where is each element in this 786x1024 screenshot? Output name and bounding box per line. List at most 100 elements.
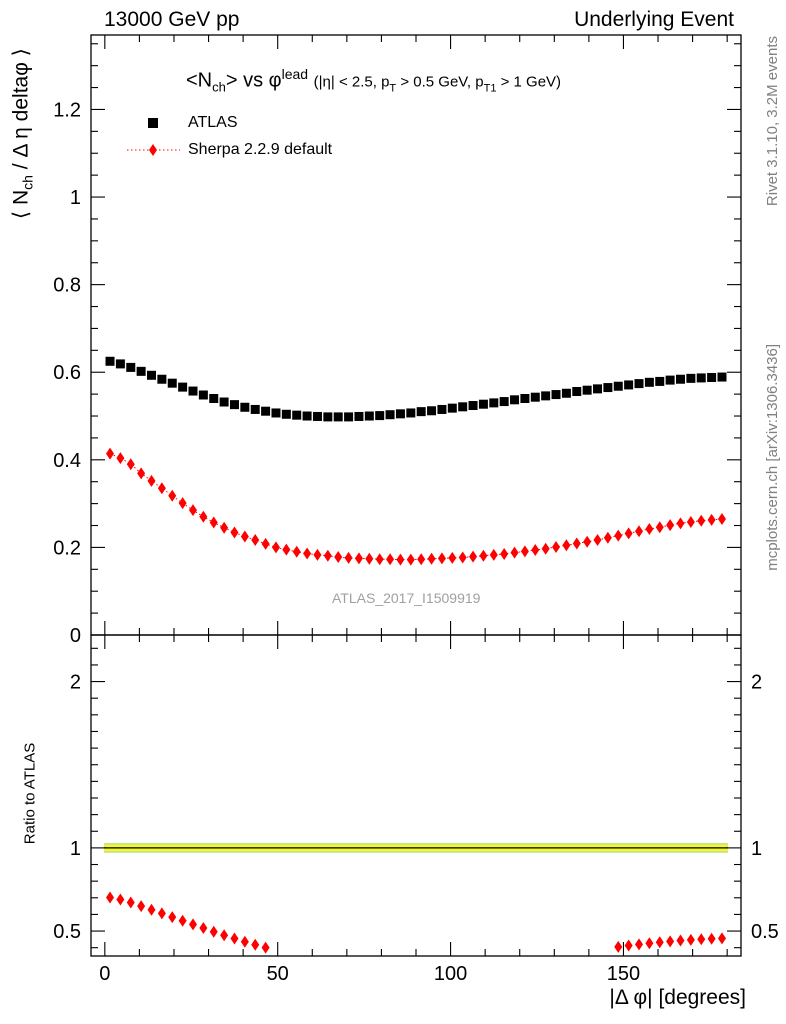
title-sub-t1: T1 bbox=[483, 82, 497, 95]
sherpa-ratio-point bbox=[199, 922, 208, 935]
sherpa-point bbox=[686, 516, 695, 529]
atlas-point bbox=[136, 366, 146, 376]
sherpa-ratio-point bbox=[126, 896, 135, 909]
sherpa-point bbox=[572, 537, 581, 550]
main-y-tick-label: 0 bbox=[70, 625, 81, 647]
sherpa-dotted-line bbox=[109, 453, 723, 561]
title-sub-t: T bbox=[389, 82, 397, 95]
sherpa-point bbox=[479, 549, 488, 562]
sherpa-point bbox=[531, 544, 540, 557]
sherpa-point bbox=[168, 489, 177, 502]
sherpa-ratio-point bbox=[697, 933, 706, 946]
sherpa-point bbox=[303, 547, 312, 560]
title-cuts-2: > 0.5 GeV, p bbox=[396, 73, 484, 91]
atlas-point bbox=[510, 395, 520, 405]
sherpa-point bbox=[406, 553, 415, 566]
atlas-point bbox=[364, 411, 374, 421]
atlas-point bbox=[406, 408, 416, 418]
y-axis-main-label: ⟨ Nch / Δ η deltaφ ⟩ bbox=[8, 24, 35, 244]
ratio-y-tick-label: 1 bbox=[70, 838, 81, 860]
title-main: <N bbox=[186, 69, 213, 92]
atlas-point bbox=[344, 412, 354, 422]
atlas-point bbox=[209, 394, 219, 404]
atlas-point bbox=[178, 382, 188, 392]
rivet-label: Rivet 3.1.10, 3.2M events bbox=[764, 36, 781, 207]
legend-atlas-label: ATLAS bbox=[188, 114, 238, 131]
sherpa-ratio-point bbox=[168, 911, 177, 924]
tick-labels: 0 0.2 0.4 0.6 0.8 1 1.2 0 50 100 150 0.5 0.5 1 1 2 2 bbox=[53, 99, 779, 985]
sherpa-point bbox=[116, 452, 125, 465]
analysis-id: ATLAS_2017_I1509919 bbox=[332, 590, 481, 606]
sherpa-ratio-point bbox=[686, 933, 695, 946]
header-right: Underlying Event bbox=[574, 8, 734, 31]
atlas-point bbox=[105, 356, 115, 366]
atlas-point bbox=[665, 375, 675, 385]
sherpa-ratio-point bbox=[147, 903, 156, 916]
main-axis-ticks bbox=[91, 35, 741, 636]
atlas-point bbox=[271, 408, 281, 418]
atlas-point bbox=[437, 404, 447, 414]
atlas-point bbox=[167, 378, 177, 388]
atlas-point bbox=[157, 374, 167, 384]
atlas-point bbox=[717, 372, 727, 382]
mcplots-label: mcplots.cern.ch [arXiv:1306.3436] bbox=[764, 344, 781, 571]
title-vs: > vs φ bbox=[225, 69, 282, 92]
sherpa-point bbox=[386, 553, 395, 566]
sherpa-point bbox=[271, 541, 280, 554]
atlas-series bbox=[105, 356, 727, 422]
sherpa-point bbox=[188, 504, 197, 517]
sherpa-point bbox=[510, 546, 519, 559]
sherpa-point bbox=[707, 513, 716, 526]
legend-sherpa-label: Sherpa 2.2.9 default bbox=[188, 141, 333, 158]
sherpa-point bbox=[666, 519, 675, 532]
ratio-reference-band bbox=[104, 842, 728, 853]
atlas-point bbox=[707, 372, 717, 382]
sherpa-ratio-point bbox=[635, 938, 644, 951]
atlas-point bbox=[323, 412, 333, 422]
atlas-point bbox=[292, 410, 302, 420]
sherpa-point bbox=[645, 523, 654, 536]
sherpa-point bbox=[106, 447, 115, 460]
sherpa-point bbox=[717, 512, 726, 525]
sherpa-ratio-point bbox=[666, 935, 675, 948]
atlas-point bbox=[354, 411, 364, 421]
x-tick-label: 150 bbox=[607, 963, 640, 985]
sherpa-ratio-series bbox=[106, 891, 726, 954]
sherpa-point bbox=[354, 552, 363, 565]
atlas-point bbox=[229, 400, 239, 410]
sherpa-ratio-point bbox=[655, 936, 664, 949]
atlas-point bbox=[520, 394, 530, 404]
ratio-y-tick-label-right: 1 bbox=[751, 838, 762, 860]
sherpa-point bbox=[458, 551, 467, 564]
atlas-point bbox=[582, 385, 592, 395]
x-axis-label: |Δ φ| [degrees] bbox=[609, 986, 746, 1009]
atlas-point bbox=[561, 388, 571, 398]
sherpa-line bbox=[109, 453, 723, 561]
x-tick-label: 100 bbox=[434, 963, 467, 985]
sherpa-point bbox=[313, 548, 322, 561]
sherpa-ratio-point bbox=[624, 939, 633, 952]
ratio-y-tick-label: 2 bbox=[70, 672, 81, 694]
main-y-tick-label: 0.8 bbox=[53, 275, 81, 297]
legend-atlas-marker bbox=[148, 118, 158, 128]
sherpa-point bbox=[541, 542, 550, 555]
sherpa-point bbox=[624, 527, 633, 540]
atlas-point bbox=[593, 384, 603, 394]
sherpa-point bbox=[489, 548, 498, 561]
plot-title: <Nch> vs φlead (|η| < 2.5, pT > 0.5 GeV,… bbox=[186, 66, 561, 95]
sherpa-point bbox=[697, 514, 706, 527]
sherpa-point bbox=[593, 533, 602, 546]
sherpa-ratio-point bbox=[116, 893, 125, 906]
sherpa-ratio-point bbox=[137, 900, 146, 913]
y-axis-main-sub: ch bbox=[19, 175, 36, 190]
sherpa-point bbox=[240, 530, 249, 543]
atlas-point bbox=[188, 386, 198, 396]
sherpa-ratio-point bbox=[178, 914, 187, 927]
sherpa-ratio-point bbox=[157, 907, 166, 920]
atlas-point bbox=[624, 380, 634, 390]
y-axis-main-text: ⟨ N bbox=[9, 189, 33, 220]
sherpa-point bbox=[126, 458, 135, 471]
sherpa-point bbox=[375, 553, 384, 566]
main-y-tick-label: 0.2 bbox=[53, 537, 81, 559]
atlas-point bbox=[603, 383, 613, 393]
